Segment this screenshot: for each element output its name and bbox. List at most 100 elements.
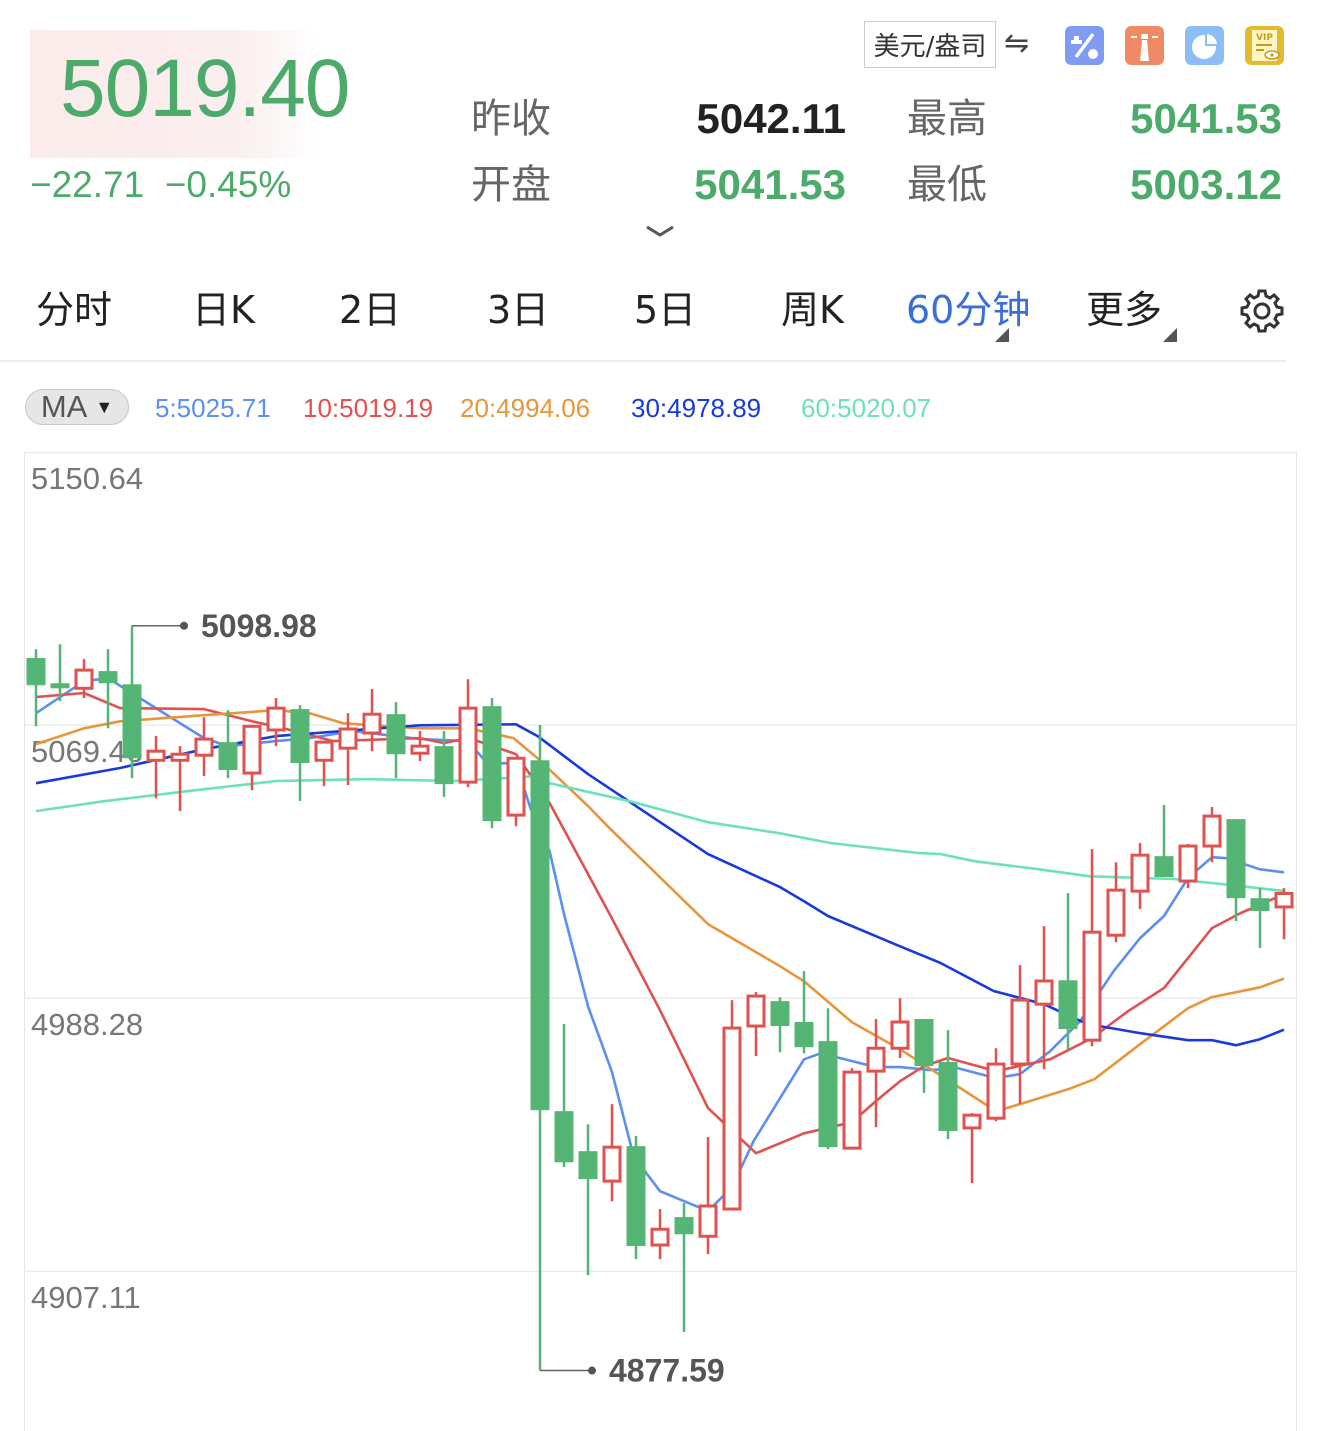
y-tick-label: 4907.11 — [31, 1280, 141, 1315]
ma20-line — [35, 708, 1285, 1113]
caret-down-icon: ▼ — [95, 396, 114, 417]
max-price-dot — [180, 621, 188, 630]
min-price-label: 4877.59 — [609, 1353, 725, 1389]
candle-body-up — [842, 1070, 862, 1150]
vip-document-icon[interactable]: VIP — [1245, 26, 1284, 65]
candle-body-down — [794, 1021, 814, 1048]
candle-body-up — [242, 724, 262, 775]
ma10-value: 10:5019.19 — [303, 393, 434, 423]
candle-body-up — [506, 756, 526, 817]
candle-body-down — [626, 1146, 646, 1247]
candle-body-down — [554, 1111, 574, 1163]
tab-60-minute[interactable]: 60分钟 — [906, 288, 1031, 332]
dropdown-corner-icon — [1163, 328, 1177, 342]
candle-body-up — [986, 1062, 1006, 1120]
tab-weekly-k[interactable]: 周K — [781, 288, 844, 332]
lighthouse-icon[interactable] — [1125, 26, 1164, 65]
svg-text:VIP: VIP — [1256, 33, 1273, 43]
divider — [0, 360, 1286, 362]
candle-body-up — [146, 749, 166, 762]
candle-body-up — [866, 1046, 886, 1073]
candle-body-up — [1082, 930, 1102, 1042]
candle-body-down — [434, 746, 454, 785]
candle-body-down — [938, 1062, 958, 1131]
candle-body-down — [50, 683, 70, 689]
min-price-dot — [588, 1366, 596, 1375]
candle-body-up — [362, 712, 382, 735]
candle-body-up — [1178, 844, 1198, 883]
candle-body-down — [770, 1001, 790, 1027]
tab-3-day[interactable]: 3日 — [487, 288, 550, 332]
candle-body-up — [194, 737, 214, 757]
low-label: 最低 — [907, 162, 987, 208]
last-price: 5019.40 — [60, 43, 350, 134]
low-value: 5003.12 — [1130, 161, 1282, 208]
ma60-line — [35, 774, 1285, 893]
candle-body-down — [1058, 980, 1078, 1030]
candle-body-up — [890, 1020, 910, 1050]
tab-intraday[interactable]: 分时 — [36, 288, 113, 332]
candle-body-down — [530, 760, 550, 1111]
candle-body-down — [914, 1018, 934, 1067]
candle-body-up — [602, 1145, 622, 1183]
ma60-value: 60:5020.07 — [801, 393, 932, 423]
candle-body-down — [290, 709, 310, 763]
candle-body-up — [74, 668, 94, 690]
candle-body-up — [1034, 979, 1054, 1006]
gear-icon[interactable] — [1239, 288, 1285, 334]
y-tick-label: 5150.64 — [31, 461, 143, 496]
candle-body-up — [410, 744, 430, 755]
price-change: −22.71 −0.45% — [30, 166, 291, 203]
candle-body-up — [458, 706, 478, 784]
candle-body-down — [482, 706, 502, 822]
indicator-name: MA — [40, 389, 88, 424]
open-label: 开盘 — [471, 162, 551, 208]
swap-icon[interactable]: ⇋ — [1004, 27, 1030, 60]
candle-body-up — [746, 994, 766, 1028]
change-value: −22.71 — [30, 164, 145, 205]
candle-body-down — [1226, 819, 1246, 899]
high-value: 5041.53 — [1130, 95, 1282, 142]
currency-unit-selector[interactable]: 美元/盎司 — [864, 21, 996, 68]
prev-close-value: 5042.11 — [696, 95, 846, 142]
candle-body-down — [122, 684, 142, 759]
tab-5-day[interactable]: 5日 — [634, 288, 697, 332]
candle-body-up — [962, 1113, 982, 1130]
open-value: 5041.53 — [694, 161, 846, 208]
candle-body-down — [818, 1041, 838, 1148]
candle-body-down — [218, 742, 238, 771]
candle-body-up — [1130, 853, 1150, 893]
candle-body-up — [338, 727, 358, 750]
price-highlight — [30, 30, 320, 158]
candle-body-up — [650, 1227, 670, 1247]
tab-daily-k[interactable]: 日K — [192, 288, 255, 332]
candle-body-up — [170, 752, 190, 762]
expand-chevron-icon[interactable] — [645, 223, 675, 239]
candle-body-down — [386, 714, 406, 755]
candle-body-down — [98, 671, 118, 684]
high-label: 最高 — [907, 96, 987, 142]
candle-body-up — [1274, 891, 1294, 909]
candle-body-up — [722, 1026, 742, 1211]
tab-2-day[interactable]: 2日 — [339, 288, 402, 332]
candle-body-up — [266, 706, 286, 732]
candle-body-up — [314, 740, 334, 762]
candle-body-up — [1010, 998, 1030, 1066]
ma5-line — [35, 676, 1285, 1213]
y-tick-label: 4988.28 — [31, 1007, 143, 1042]
candle-body-down — [26, 658, 46, 686]
ma30-value: 30:4978.89 — [631, 393, 762, 423]
candle-body-up — [1202, 814, 1222, 848]
candle-body-up — [1106, 888, 1126, 937]
max-price-label: 5098.98 — [201, 608, 317, 644]
candle-body-down — [578, 1151, 598, 1180]
prev-close-label: 昨收 — [471, 96, 551, 142]
candle-body-up — [698, 1204, 718, 1238]
indicator-selector[interactable]: MA ▼ — [25, 389, 129, 425]
change-percent: −0.45% — [164, 164, 292, 205]
tab-more[interactable]: 更多 — [1086, 288, 1163, 332]
pie-chart-icon[interactable] — [1185, 26, 1224, 65]
percent-icon[interactable] — [1065, 26, 1104, 65]
ma20-value: 20:4994.06 — [460, 393, 591, 423]
